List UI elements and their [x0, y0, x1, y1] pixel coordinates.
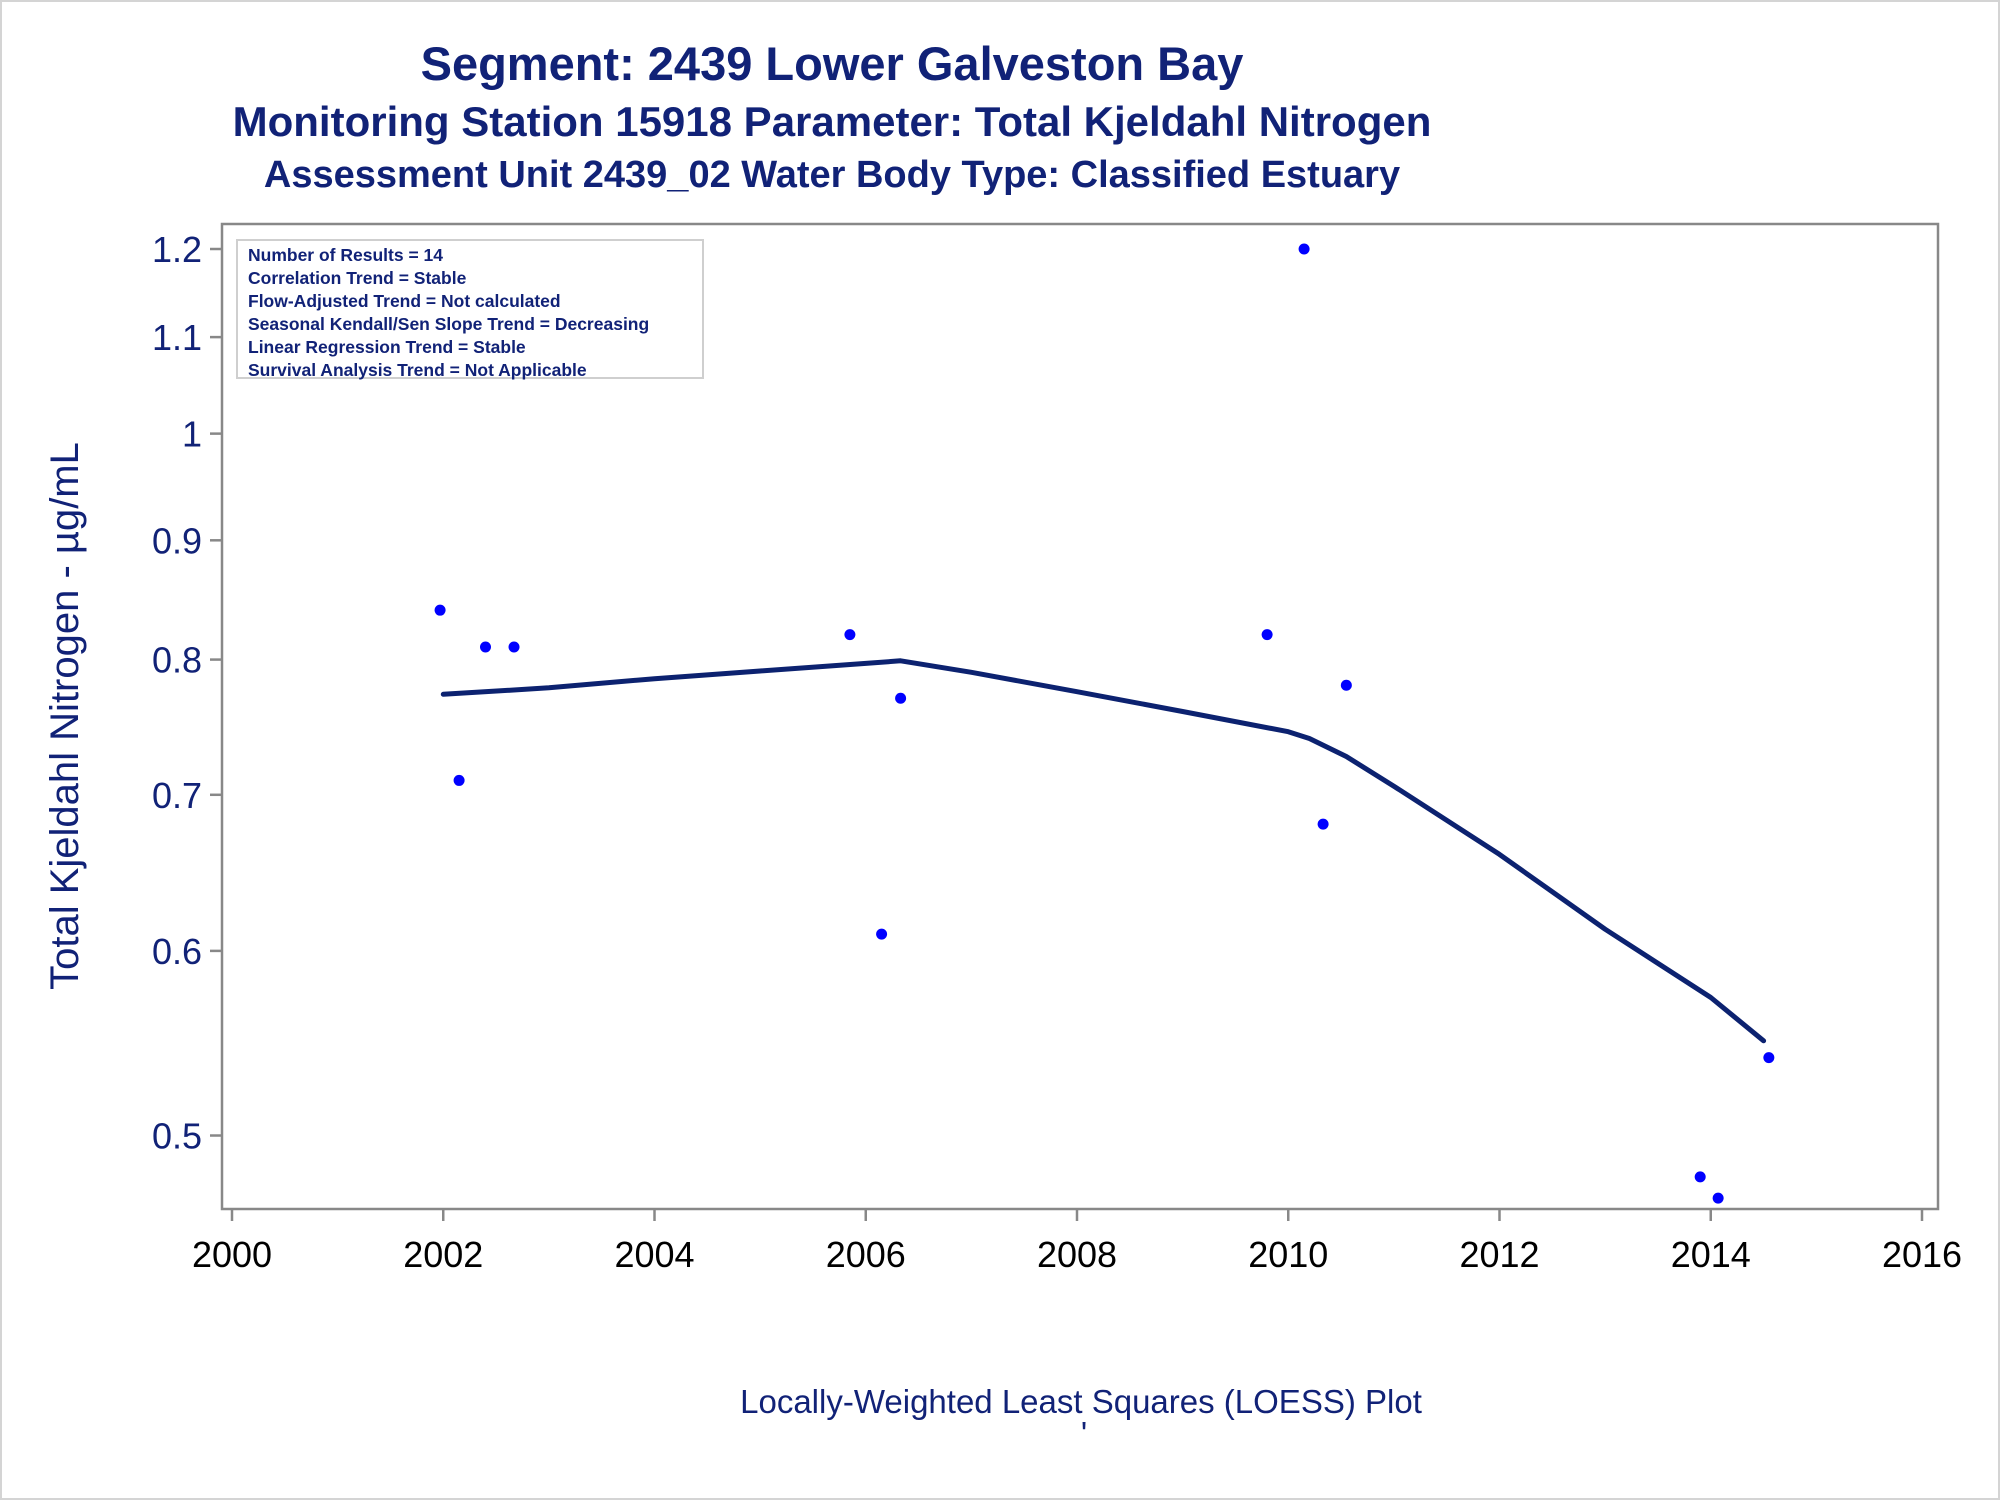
data-point [1694, 1171, 1706, 1183]
y-axis-label: Total Kjeldahl Nitrogen - µg/mL [43, 442, 87, 990]
chart-title: Segment: 2439 Lower Galveston Bay [420, 37, 1244, 90]
x-tick-label: 2010 [1248, 1234, 1328, 1275]
data-point [1712, 1192, 1724, 1204]
data-point [895, 692, 907, 704]
stat-linear-regression-trend: Linear Regression Trend = Stable [248, 337, 526, 357]
chart-subtitle-station: Monitoring Station 15918 Parameter: Tota… [232, 98, 1432, 145]
y-tick-label: 0.6 [152, 931, 202, 972]
footer-mark: ' [1081, 1415, 1087, 1452]
y-tick-label: 0.7 [152, 775, 202, 816]
trend-stats-box: Number of Results = 14 Correlation Trend… [236, 239, 704, 380]
points-layer [434, 243, 1775, 1204]
y-tick-label: 0.8 [152, 640, 202, 681]
footer-caption: Locally-Weighted Least Squares (LOESS) P… [740, 1383, 1422, 1420]
loess-layer [440, 658, 1767, 1044]
x-tick-label: 2014 [1671, 1234, 1751, 1275]
data-point [1298, 243, 1310, 255]
stat-seasonal-kendall-trend: Seasonal Kendall/Sen Slope Trend = Decre… [248, 314, 650, 334]
data-point [844, 629, 856, 641]
x-tick-label: 2006 [826, 1234, 906, 1275]
stat-survival-analysis-trend: Survival Analysis Trend = Not Applicable [248, 360, 587, 380]
loess-trend-line [440, 658, 1767, 1044]
data-point [508, 641, 520, 653]
stat-number-of-results: Number of Results = 14 [248, 245, 443, 265]
x-tick-label: 2002 [403, 1234, 483, 1275]
y-tick-label: 1.1 [152, 317, 202, 358]
data-point [1340, 679, 1352, 691]
y-tick-label: 0.9 [152, 520, 202, 561]
x-tick-label: 2008 [1037, 1234, 1117, 1275]
y-tick-label: 1.2 [152, 229, 202, 270]
data-point [1261, 629, 1273, 641]
plot-area-border [220, 222, 1940, 1211]
y-tick-label: 0.5 [152, 1116, 202, 1157]
y-tick-label: 1 [182, 414, 202, 455]
data-point [1763, 1052, 1775, 1064]
axes-layer: 0.5 0.6 0.7 0.8 0.9 1 1.1 1.2 2000 2002 2004 2006 20… [152, 222, 1962, 1275]
x-tick-label: 2004 [614, 1234, 694, 1275]
data-point [453, 774, 465, 786]
stat-correlation-trend: Correlation Trend = Stable [248, 268, 467, 288]
x-tick-label: 2016 [1882, 1234, 1962, 1275]
data-point [480, 641, 491, 653]
stat-flow-adjusted-trend: Flow-Adjusted Trend = Not calculated [248, 291, 561, 311]
x-tick-label: 2000 [192, 1234, 272, 1275]
x-tick-label: 2012 [1459, 1234, 1539, 1275]
data-point [876, 928, 888, 940]
data-point [1317, 818, 1329, 830]
chart-subtitle-assessment: Assessment Unit 2439_02 Water Body Type:… [263, 154, 1401, 196]
data-point [434, 604, 446, 616]
